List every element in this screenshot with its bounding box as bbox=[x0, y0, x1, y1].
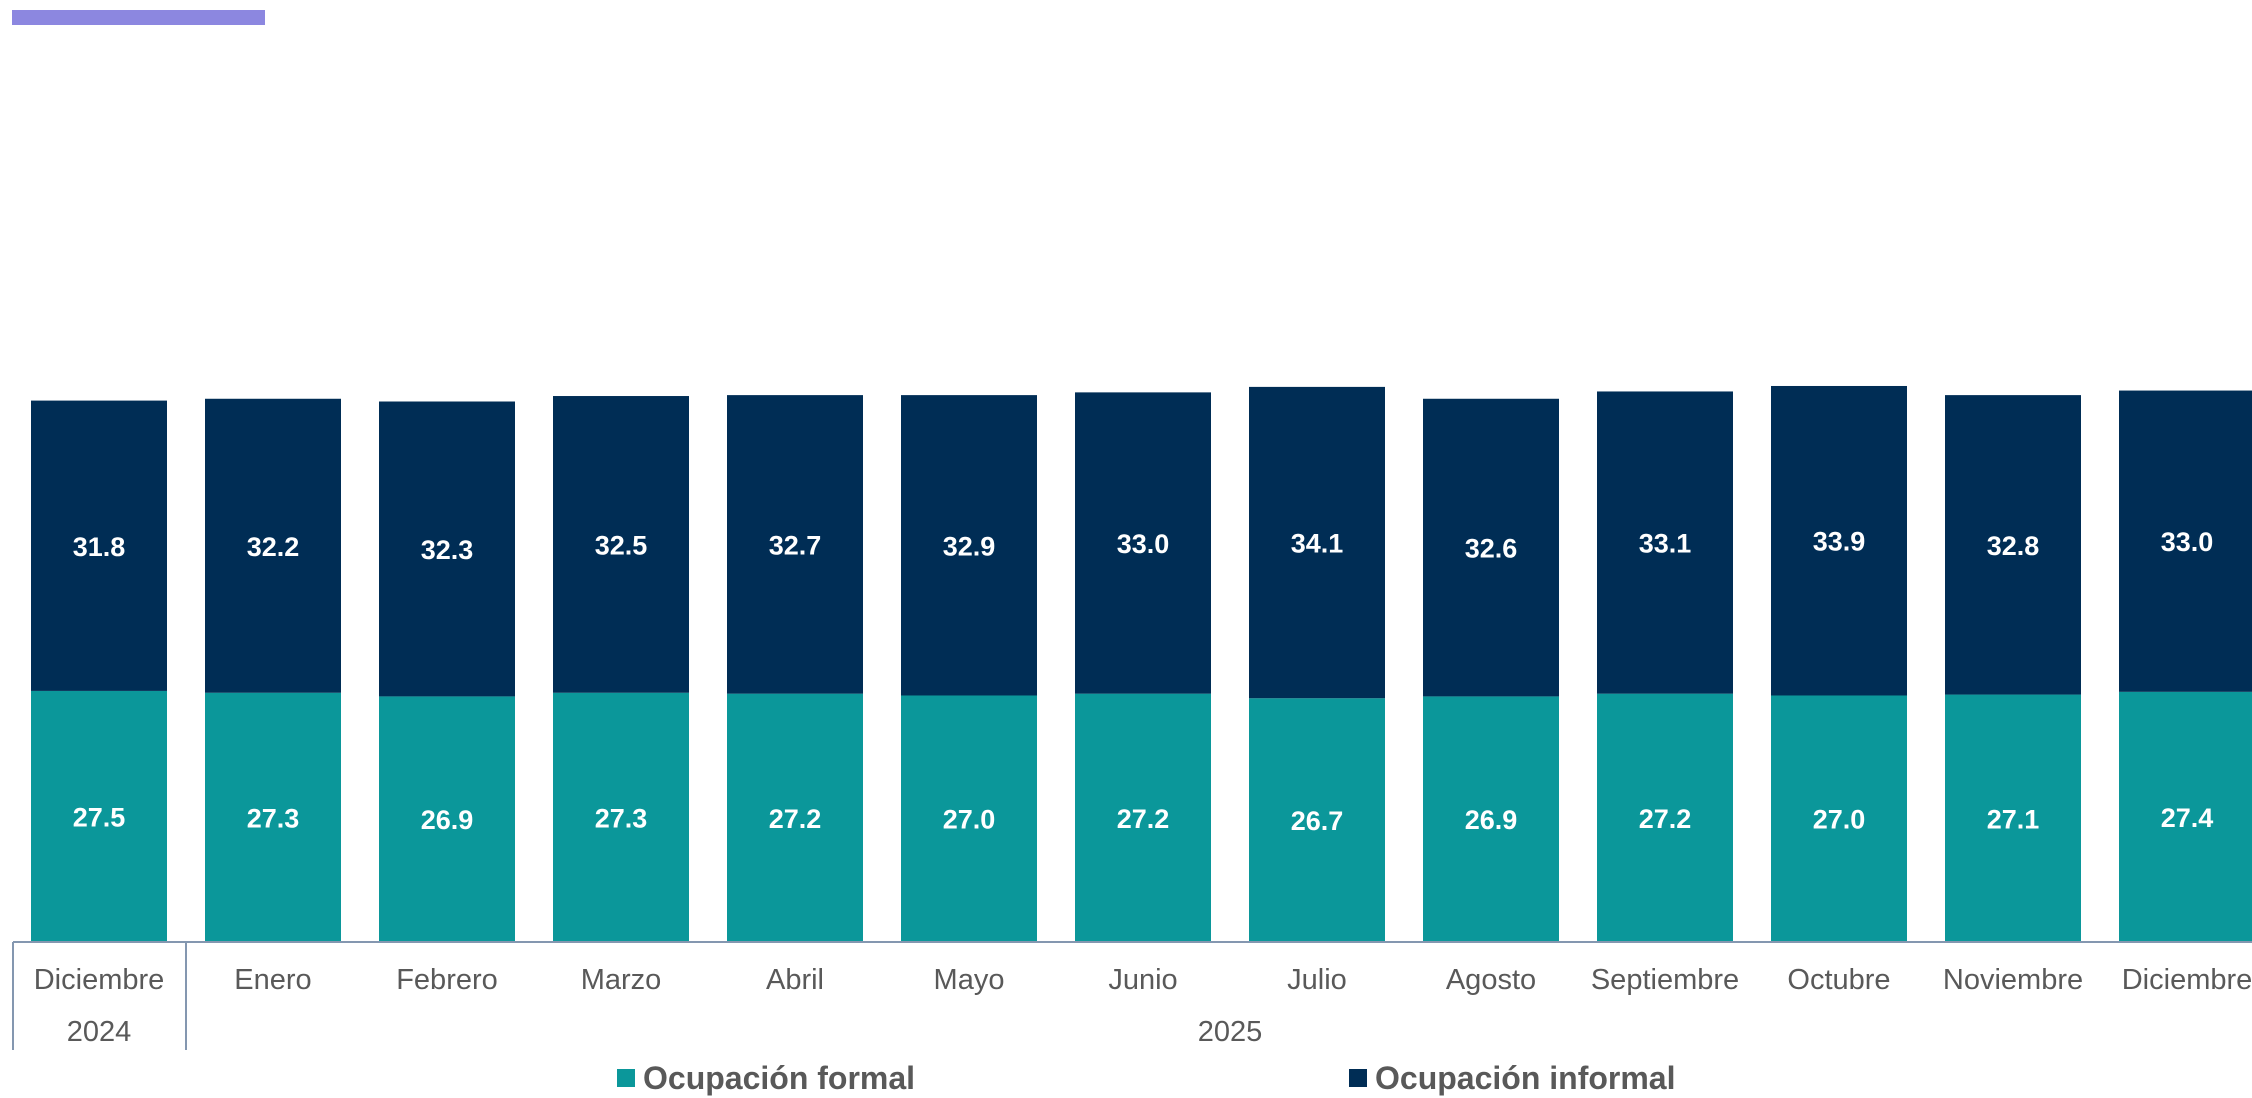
legend-label-informal: Ocupación informal bbox=[1375, 1060, 1676, 1096]
category-tick-label: Mayo bbox=[934, 964, 1005, 996]
data-label-informal: 33.1 bbox=[1639, 529, 1692, 559]
accent-strip bbox=[12, 10, 265, 25]
data-label-formal: 27.2 bbox=[1639, 804, 1692, 834]
data-label-formal: 27.1 bbox=[1987, 804, 2040, 834]
category-tick-label: Marzo bbox=[581, 964, 662, 996]
data-label-informal: 33.9 bbox=[1813, 527, 1866, 557]
bar-formal bbox=[2119, 691, 2252, 942]
data-label-formal: 27.0 bbox=[1813, 805, 1866, 835]
bar-informal bbox=[1423, 398, 1559, 697]
data-label-formal: 27.4 bbox=[2161, 803, 2214, 833]
data-label-informal: 31.8 bbox=[73, 532, 126, 562]
data-label-informal: 32.5 bbox=[595, 530, 648, 560]
category-tick-label: Febrero bbox=[396, 964, 498, 996]
category-tick-label: Enero bbox=[234, 964, 311, 996]
legend-swatch-informal bbox=[1349, 1069, 1367, 1087]
data-label-formal: 26.7 bbox=[1291, 806, 1344, 836]
category-tick-label: Octubre bbox=[1787, 964, 1890, 996]
data-label-informal: 32.3 bbox=[421, 535, 474, 565]
data-label-informal: 32.2 bbox=[247, 532, 300, 562]
bar-informal bbox=[901, 395, 1037, 696]
bar-formal bbox=[553, 692, 689, 942]
bar-informal bbox=[205, 398, 341, 693]
year-group-label: 2024 bbox=[67, 1016, 132, 1048]
data-label-informal: 32.7 bbox=[769, 530, 822, 560]
bar-formal bbox=[379, 696, 515, 942]
data-label-formal: 27.5 bbox=[73, 802, 126, 832]
data-label-informal: 32.8 bbox=[1987, 531, 2040, 561]
data-label-formal: 27.3 bbox=[247, 803, 300, 833]
data-label-informal: 34.1 bbox=[1291, 529, 1344, 559]
data-label-formal: 26.9 bbox=[1465, 805, 1518, 835]
bar-informal bbox=[727, 395, 863, 694]
year-group-label: 2025 bbox=[1198, 1016, 1263, 1048]
bar-formal bbox=[205, 692, 341, 942]
bar-informal bbox=[379, 401, 515, 697]
data-label-formal: 27.2 bbox=[769, 804, 822, 834]
data-label-informal: 33.0 bbox=[1117, 529, 1170, 559]
category-tick-label: Noviembre bbox=[1943, 964, 2083, 996]
bar-informal bbox=[1597, 391, 1733, 694]
bar-informal bbox=[2119, 390, 2252, 692]
legend-label-formal: Ocupación formal bbox=[643, 1060, 916, 1096]
bar-formal bbox=[31, 690, 167, 942]
data-label-informal: 32.9 bbox=[943, 531, 996, 561]
bar-formal bbox=[1075, 693, 1211, 942]
data-label-informal: 32.6 bbox=[1465, 534, 1518, 564]
data-label-formal: 27.2 bbox=[1117, 804, 1170, 834]
data-label-formal: 26.9 bbox=[421, 805, 474, 835]
bar-formal bbox=[727, 693, 863, 942]
bar-informal bbox=[553, 396, 689, 693]
bar-informal bbox=[31, 400, 167, 691]
bar-formal bbox=[1597, 693, 1733, 942]
bar-informal bbox=[1771, 385, 1907, 696]
data-label-informal: 33.0 bbox=[2161, 527, 2214, 557]
category-tick-label: Junio bbox=[1108, 964, 1177, 996]
bar-formal bbox=[1945, 694, 2081, 942]
bar-formal bbox=[1771, 695, 1907, 942]
bar-formal bbox=[901, 695, 1037, 942]
data-label-formal: 27.0 bbox=[943, 805, 996, 835]
category-tick-label: Julio bbox=[1287, 964, 1347, 996]
legend-formal: Ocupación formal bbox=[617, 1060, 915, 1096]
category-tick-label: Diciembre bbox=[2122, 964, 2252, 996]
bar-informal bbox=[1945, 395, 2081, 695]
bar-formal bbox=[1423, 696, 1559, 942]
bar-formal bbox=[1249, 698, 1385, 942]
legend-swatch-formal bbox=[617, 1069, 635, 1087]
category-tick-label: Agosto bbox=[1446, 964, 1536, 996]
data-label-formal: 27.3 bbox=[595, 803, 648, 833]
category-tick-label: Abril bbox=[766, 964, 824, 996]
category-tick-label: Diciembre bbox=[34, 964, 165, 996]
bar-informal bbox=[1075, 392, 1211, 694]
legend-informal: Ocupación informal bbox=[1349, 1060, 1675, 1096]
category-tick-label: Septiembre bbox=[1591, 964, 1739, 996]
bar-informal bbox=[1249, 386, 1385, 699]
